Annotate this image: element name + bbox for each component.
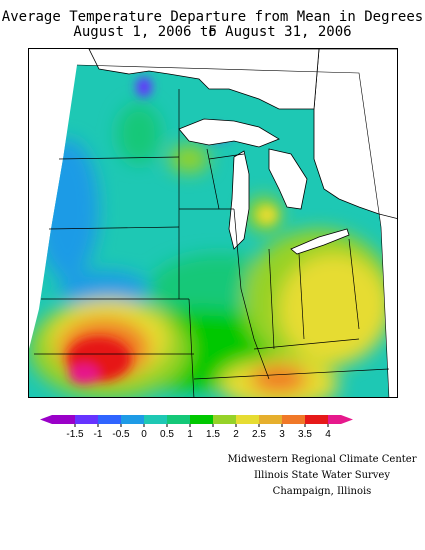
cool-plains-zone: [59, 271, 149, 307]
temperature-departure-map: [28, 48, 398, 398]
legend-tick-label: 2.5: [252, 429, 266, 440]
legend-tick-label: -1: [94, 429, 103, 440]
legend-swatch: [40, 415, 75, 424]
cool-west-zone: [35, 139, 99, 279]
legend-tick-label: 3.5: [298, 429, 312, 440]
orange-south-zone: [251, 365, 307, 393]
legend-tick-label: 1.5: [206, 429, 220, 440]
border-sd-ne: [48, 226, 180, 230]
legend-swatch: [167, 415, 190, 424]
legend-swatch: [328, 415, 353, 424]
legend-tick-label: 3: [279, 429, 285, 440]
temperature-field: [29, 65, 389, 397]
legend-swatch: [305, 415, 328, 424]
region-outline: [76, 64, 390, 397]
credit-isws: Illinois State Water Survey: [253, 470, 390, 481]
border-nd-sd: [58, 156, 180, 160]
legend-tick-label: -1.5: [66, 429, 84, 440]
warm-wisconsin-zone: [169, 145, 209, 173]
lake-superior: [178, 118, 280, 148]
legend-swatch: [282, 415, 305, 424]
border-oh-pa: [348, 238, 360, 330]
state-borders: [34, 89, 390, 397]
legend-swatch: [259, 415, 282, 424]
purple-cold-spot: [136, 77, 152, 97]
legend-tick-label: 0: [141, 429, 147, 440]
legend-tick-label: 4: [325, 429, 331, 440]
legend-tick-label: -0.5: [112, 429, 130, 440]
lake-erie: [290, 228, 350, 255]
border-in-oh: [298, 253, 305, 340]
legend-swatch: [190, 415, 213, 424]
legend-graphic: -1.5 -1 -0.5 0 0.5 1 1.5 2 2.5 3 3.5 4: [40, 415, 353, 440]
magenta-hot-spot: [69, 364, 99, 384]
map-subtitle: August 1, 2006 to August 31, 2006: [73, 24, 352, 40]
legend-swatch: [75, 415, 98, 424]
green-north-zone: [117, 104, 161, 164]
legend-swatch: [121, 415, 144, 424]
legend-swatch: [144, 415, 167, 424]
credit-mrcc: Midwestern Regional Climate Center: [227, 454, 417, 465]
border-wi-north: [208, 153, 245, 160]
border-ky-tn: [253, 338, 360, 350]
canada-blank-area: [313, 49, 397, 219]
color-legend: -1.5 -1 -0.5 0 0.5 1 1.5 2 2.5 3 3.5 4: [38, 414, 368, 446]
yellow-michigan-spot: [257, 206, 277, 224]
credit-location: Champaign, Illinois: [272, 486, 372, 497]
border-mississippi: [233, 208, 270, 380]
border-il-in: [268, 248, 275, 350]
map-title: Average Temperature Departure from Mean …: [1, 9, 424, 40]
legend-tick-label: 2: [233, 429, 239, 440]
legend-swatch: [213, 415, 236, 424]
map-graphic: [29, 49, 397, 397]
border-wi-west: [206, 148, 220, 210]
legend-swatch: [236, 415, 259, 424]
legend-swatch: [98, 415, 121, 424]
north-blank-area: [88, 49, 320, 110]
legend-tick-label: 0.5: [160, 429, 174, 440]
great-lakes: [88, 49, 397, 255]
yellow-east-zone: [279, 254, 389, 364]
border-mo-west: [188, 298, 195, 397]
border-south: [193, 368, 390, 380]
lake-huron: [268, 148, 308, 210]
legend-tick-label: 1: [187, 429, 193, 440]
